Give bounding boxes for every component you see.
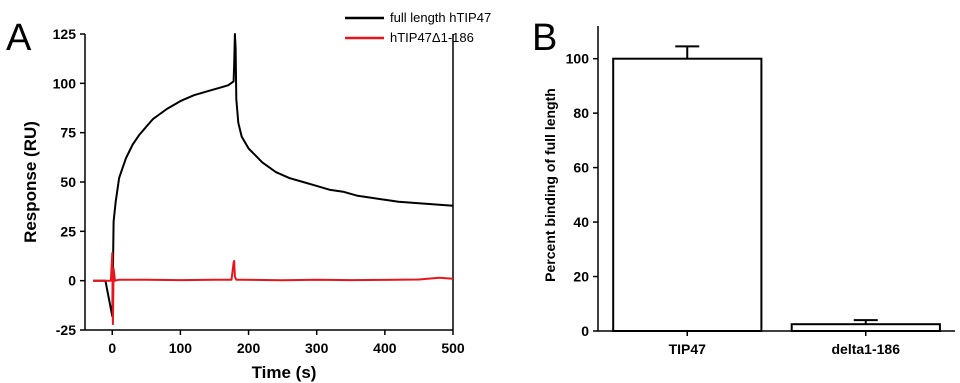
panel-a-y-ticks: -25 0 25 50 75 100 125 xyxy=(53,26,85,338)
panel-a-x-ticks: 0 100 200 300 400 500 xyxy=(108,330,465,356)
panel-a-y-tick-label: 100 xyxy=(53,75,77,91)
panel-b-y-tick-label: 100 xyxy=(566,51,590,67)
panel-a-y-tick-label: -25 xyxy=(56,322,76,338)
panel-b-y-tick-label: 80 xyxy=(573,105,589,121)
legend-label-full-length: full length hTIP47 xyxy=(390,10,491,25)
bar-delta1-186 xyxy=(790,323,941,333)
panel-a-x-tick-label: 0 xyxy=(108,340,116,356)
panel-a-y-tick-label: 125 xyxy=(53,26,77,42)
panel-a-legend: full length hTIP47 hTIP47Δ1-186 xyxy=(345,10,491,45)
panel-a-y-tick-label: 0 xyxy=(68,273,76,289)
panel-a-x-axis-title: Time (s) xyxy=(252,363,317,382)
panel-b-bars xyxy=(612,45,941,333)
panel-a-x-tick-label: 400 xyxy=(373,340,397,356)
panel-b-y-tick-label: 20 xyxy=(573,269,589,285)
panel-b-x-tick-label: TIP47 xyxy=(669,341,707,357)
panel-a-y-tick-label: 75 xyxy=(60,125,76,141)
panel-b-y-axis-title: Percent binding of full length xyxy=(542,88,558,282)
bar-tip47 xyxy=(612,57,763,332)
panel-b-x-tick-label: delta1-186 xyxy=(832,341,901,357)
panel-a-x-tick-label: 100 xyxy=(169,340,193,356)
panel-b-y-tick-label: 0 xyxy=(581,323,589,339)
panel-a: A -25 0 25 50 75 100 125 0 100 200 300 400 500 Resp… xyxy=(6,10,491,382)
series-line-delta xyxy=(93,252,454,326)
legend-label-delta: hTIP47Δ1-186 xyxy=(390,30,474,45)
panel-b-x-labels: TIP47 delta1-186 xyxy=(669,331,901,357)
panel-b-y-ticks: 0 20 40 60 80 100 xyxy=(566,51,598,339)
panel-b-letter: B xyxy=(532,17,557,59)
series-line-full-length xyxy=(93,33,454,318)
panel-a-x-tick-label: 200 xyxy=(237,340,261,356)
panel-a-y-tick-label: 25 xyxy=(60,223,76,239)
panel-a-x-tick-label: 300 xyxy=(305,340,329,356)
panel-a-x-tick-label: 500 xyxy=(441,340,465,356)
panel-b-y-tick-label: 60 xyxy=(573,160,589,176)
panel-a-y-tick-label: 50 xyxy=(60,174,76,190)
panel-a-letter: A xyxy=(6,17,32,59)
panel-a-series xyxy=(93,33,454,326)
panel-b-y-tick-label: 40 xyxy=(573,214,589,230)
panel-a-y-axis-title: Response (RU) xyxy=(21,121,40,243)
panel-b: B 0 20 40 60 80 100 TIP47 delta1-186 Percent b… xyxy=(532,17,955,357)
